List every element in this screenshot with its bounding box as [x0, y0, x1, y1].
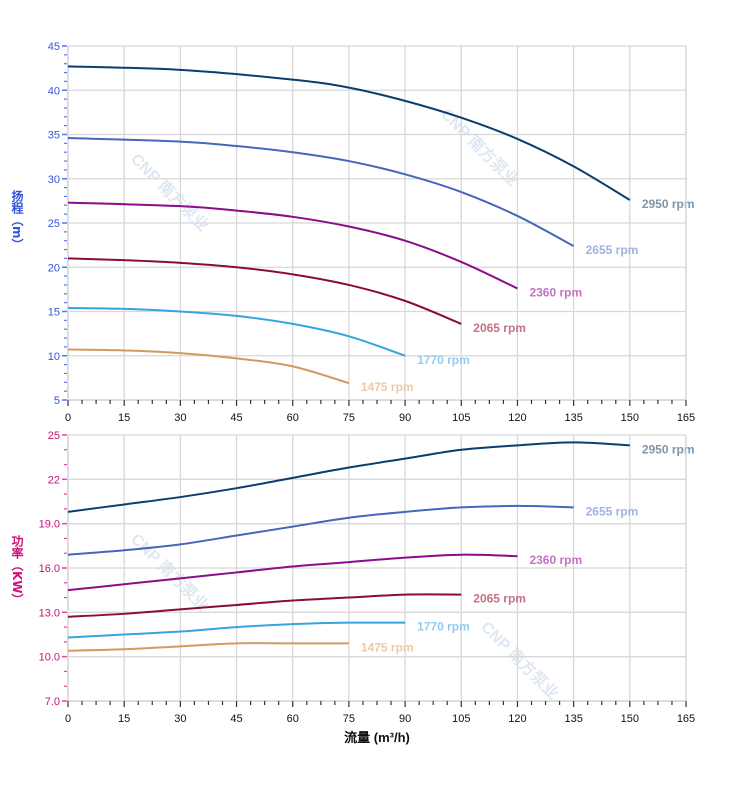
y-tick-label: 35	[48, 130, 60, 142]
y-tick-label: 20	[48, 262, 60, 274]
series-line-2360-rpm	[67, 201, 518, 290]
series-line-2360-rpm	[67, 553, 518, 592]
series-line-2655-rpm	[67, 137, 575, 247]
y-tick-label: 25	[48, 430, 60, 442]
x-tick-label: 0	[65, 713, 71, 725]
x-tick-label: 45	[230, 713, 242, 725]
series-label: 2360 rpm	[529, 285, 582, 299]
series-label: 1475 rpm	[361, 640, 414, 654]
x-tick-label: 90	[399, 412, 411, 424]
head-chart: CNP 南方泵业 CNP 南方泵业 5 10 15 20 25 30 35 40 45 0 15 30 45…	[48, 41, 695, 424]
x-tick-label: 60	[287, 713, 299, 725]
y-tick-label: 7.0	[45, 696, 60, 708]
series-line-2950-rpm	[67, 441, 630, 513]
y-tick-label: 45	[48, 41, 60, 53]
y-tick-label: 40	[48, 85, 60, 97]
x-tick-label: 0	[65, 412, 71, 424]
series-line-2950-rpm	[67, 65, 631, 201]
head-y-axis-label: 扬程（m）	[10, 190, 24, 251]
x-tick-label: 105	[452, 412, 470, 424]
x-tick-label: 150	[621, 412, 639, 424]
x-tick-label: 60	[287, 412, 299, 424]
series-label: 2950 rpm	[642, 197, 695, 211]
x-tick-label: 120	[508, 713, 526, 725]
y-tick-label: 16.0	[39, 563, 60, 575]
x-tick-label: 15	[118, 713, 130, 725]
series-line-1770-rpm	[67, 621, 406, 639]
x-tick-label: 165	[677, 713, 695, 725]
series-label: 1770 rpm	[417, 353, 470, 367]
x-tick-label: 165	[677, 412, 695, 424]
x-tick-label: 15	[118, 412, 130, 424]
x-tick-label: 135	[564, 412, 582, 424]
watermark-logo: CNP 南方泵业	[477, 617, 563, 703]
series-label: 2655 rpm	[586, 243, 639, 257]
series-label: 1770 rpm	[417, 620, 470, 634]
y-tick-label: 30	[48, 174, 60, 186]
series-label: 2065 rpm	[473, 321, 526, 335]
series-label: 1475 rpm	[361, 380, 414, 394]
x-tick-label: 30	[174, 412, 186, 424]
series-line-2065-rpm	[67, 593, 462, 618]
y-tick-label: 25	[48, 218, 60, 230]
y-tick-label: 19.0	[39, 519, 60, 531]
series-line-1770-rpm	[67, 306, 406, 357]
y-tick-label: 15	[48, 307, 60, 319]
x-tick-label: 75	[343, 412, 355, 424]
watermark-logo: CNP 南方泵业	[437, 104, 523, 190]
x-tick-label: 150	[621, 713, 639, 725]
series-label: 2065 rpm	[473, 592, 526, 606]
x-tick-label: 45	[230, 412, 242, 424]
series-line-2655-rpm	[67, 504, 574, 556]
y-tick-label: 22	[48, 474, 60, 486]
series-label: 2360 rpm	[529, 553, 582, 567]
series-line-2065-rpm	[67, 257, 462, 325]
x-tick-label: 135	[564, 713, 582, 725]
x-tick-label: 30	[174, 713, 186, 725]
series-line-1475-rpm	[67, 348, 350, 385]
power-y-axis-label: 功率（KW）	[10, 535, 24, 606]
y-tick-label: 5	[54, 395, 60, 407]
watermark-logo: CNP 南方泵业	[127, 149, 213, 235]
x-tick-label: 120	[508, 412, 526, 424]
x-tick-label: 90	[399, 713, 411, 725]
series-label: 2950 rpm	[642, 442, 695, 456]
x-tick-label: 105	[452, 713, 470, 725]
y-tick-label: 10.0	[39, 652, 60, 664]
series-line-1475-rpm	[67, 642, 349, 652]
y-tick-label: 13.0	[39, 607, 60, 619]
series-label: 2655 rpm	[586, 504, 639, 518]
x-axis-label: 流量 (m³/h)	[344, 730, 410, 745]
y-tick-label: 10	[48, 351, 60, 363]
x-tick-label: 75	[343, 713, 355, 725]
